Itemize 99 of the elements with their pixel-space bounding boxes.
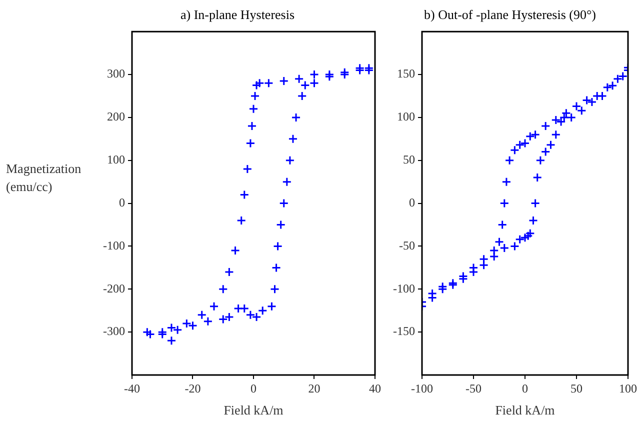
point: [500, 198, 510, 208]
point: [510, 241, 520, 251]
point: [479, 254, 489, 264]
point: [166, 336, 176, 346]
y-tick-label: 200: [106, 110, 125, 124]
y-tick-label: 50: [402, 152, 415, 167]
point: [145, 329, 155, 339]
y-tick-label: -300: [102, 324, 125, 338]
point: [540, 147, 550, 157]
point: [264, 78, 274, 88]
point: [608, 80, 618, 90]
point: [236, 216, 246, 226]
point: [489, 252, 499, 262]
y-tick-label: 150: [396, 66, 415, 81]
point: [510, 145, 520, 155]
point: [240, 190, 250, 200]
x-tick-label: 20: [308, 381, 320, 396]
point: [209, 302, 219, 312]
point: [242, 164, 252, 174]
point: [528, 216, 538, 226]
point: [224, 312, 234, 322]
point: [270, 284, 280, 294]
point: [310, 78, 319, 88]
point: [247, 121, 257, 131]
point: [525, 228, 535, 238]
point: [479, 260, 489, 270]
x-axis-title: Field kA/m: [495, 402, 555, 418]
point: [218, 284, 228, 294]
point: [515, 234, 525, 244]
point: [530, 130, 540, 140]
point: [230, 246, 240, 256]
point: [142, 327, 152, 337]
point: [489, 246, 499, 256]
point: [618, 71, 628, 81]
x-tick-label: 0: [250, 381, 256, 396]
x-tick-label: -40: [124, 381, 140, 396]
point: [546, 140, 556, 150]
point: [520, 232, 530, 242]
y-tick-label: 0: [118, 195, 125, 210]
point: [536, 156, 546, 166]
point: [602, 82, 612, 92]
point: [428, 288, 438, 298]
chart-title: b) Out-of -plane Hysteresis (90°): [424, 7, 596, 22]
y-tick-label: -100: [392, 281, 415, 296]
point: [250, 91, 260, 101]
point: [288, 134, 298, 144]
x-tick-label: 0: [522, 381, 528, 396]
point: [273, 241, 283, 251]
point: [285, 156, 295, 166]
point: [520, 138, 530, 148]
point: [525, 132, 535, 142]
point: [540, 121, 550, 131]
x-tick-label: 40: [369, 381, 381, 396]
x-axis-title: Field kA/m: [224, 402, 284, 418]
point: [272, 262, 282, 272]
point: [297, 91, 307, 101]
point: [612, 74, 622, 84]
point: [592, 91, 602, 101]
point: [458, 272, 468, 282]
y-tick-label: 100: [396, 110, 415, 124]
point: [551, 130, 561, 140]
y-tick-label: -200: [102, 281, 125, 296]
x-tick-label: 50: [570, 381, 582, 396]
point: [234, 304, 244, 314]
y-tick-label: -50: [398, 238, 415, 252]
x-tick-label: 100: [619, 381, 637, 396]
point: [502, 177, 512, 187]
chart-title: a) In-plane Hysteresis: [180, 7, 295, 22]
point: [282, 177, 292, 187]
point: [248, 104, 258, 114]
point: [279, 76, 289, 86]
point: [504, 156, 514, 166]
point: [468, 262, 478, 272]
y-tick-label: 300: [106, 66, 125, 81]
x-tick-label: -20: [184, 381, 201, 396]
point: [266, 302, 276, 312]
y-tick-label: -100: [102, 238, 125, 252]
y-tick-label: 0: [408, 195, 415, 210]
point: [559, 112, 569, 122]
point: [279, 198, 289, 208]
point: [252, 80, 262, 90]
point: [291, 112, 301, 122]
point: [310, 70, 319, 80]
point: [532, 172, 542, 182]
point: [438, 282, 448, 292]
point: [515, 140, 525, 150]
x-tick-label: -50: [465, 381, 482, 396]
point: [254, 78, 264, 88]
y-tick-label: 100: [106, 152, 125, 167]
point: [218, 314, 228, 324]
point: [530, 198, 540, 208]
point: [498, 220, 508, 230]
y-tick-label: -150: [392, 324, 415, 338]
y-axis-title: Magnetization (emu/cc): [6, 160, 82, 196]
point: [523, 231, 533, 241]
point: [258, 306, 268, 316]
point: [276, 220, 286, 230]
point: [246, 138, 256, 148]
point: [224, 267, 234, 277]
